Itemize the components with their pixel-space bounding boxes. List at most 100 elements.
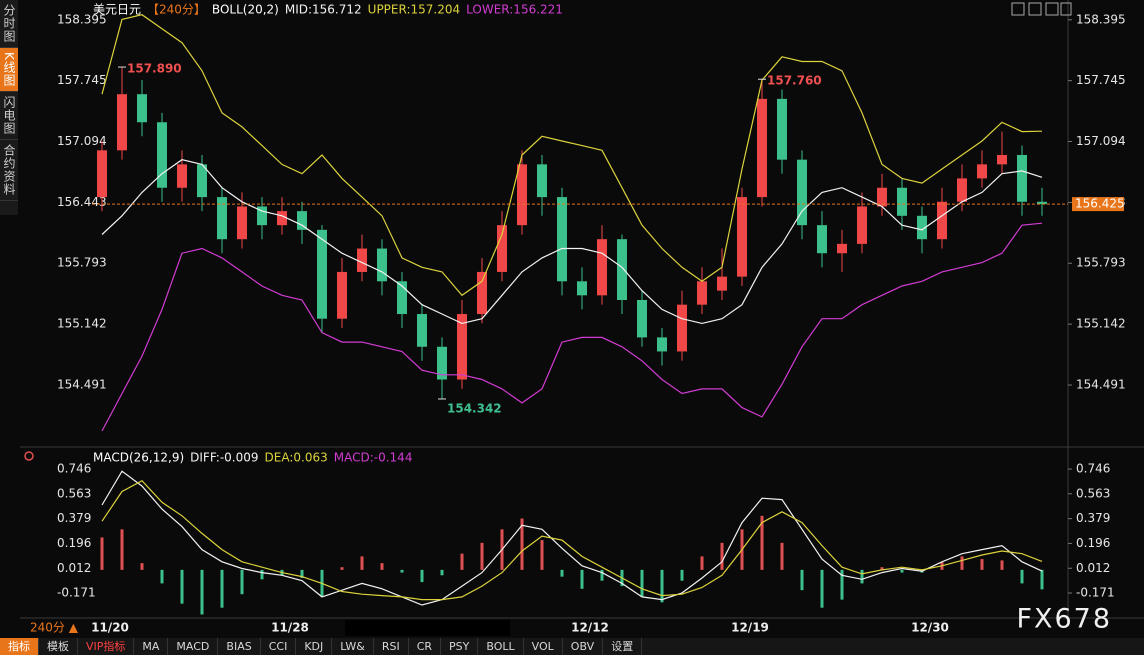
candle-body bbox=[317, 230, 327, 319]
histogram-bar bbox=[481, 543, 484, 570]
toolbar-item[interactable]: CR bbox=[409, 638, 441, 655]
toolbar-item[interactable]: VOL bbox=[524, 638, 563, 655]
histogram-bar bbox=[581, 570, 584, 589]
candle-body bbox=[417, 314, 427, 347]
y-tick-label: 155.142 bbox=[57, 317, 107, 331]
y-tick-label: 0.196 bbox=[57, 536, 91, 550]
x-tick-label: 11/28 bbox=[271, 621, 309, 635]
candle-body bbox=[477, 272, 487, 314]
sidebar-tab[interactable]: 闪电图 bbox=[0, 92, 18, 140]
x-tick-label: 11/20 bbox=[91, 621, 129, 635]
candle-body bbox=[817, 225, 827, 253]
toolbar-item[interactable]: MA bbox=[134, 638, 168, 655]
histogram-bar bbox=[401, 570, 404, 573]
sidebar-tab[interactable]: 合约资料 bbox=[0, 140, 18, 201]
toolbar-item[interactable]: CCI bbox=[261, 638, 297, 655]
series-line bbox=[102, 160, 1042, 324]
y-tick-label: 158.395 bbox=[1076, 12, 1126, 26]
y-tick-label: 0.746 bbox=[57, 462, 91, 476]
y-tick-label: 155.142 bbox=[1076, 317, 1126, 331]
histogram-bar bbox=[861, 570, 864, 584]
timeframe-selector[interactable]: 240分 ▲ bbox=[30, 621, 79, 635]
toolbar-item[interactable]: RSI bbox=[374, 638, 409, 655]
candle-body bbox=[557, 197, 567, 281]
y-tick-label: 0.012 bbox=[57, 561, 91, 575]
histogram-bar bbox=[341, 567, 344, 570]
toolbar-item[interactable]: PSY bbox=[441, 638, 478, 655]
candle-body bbox=[837, 244, 847, 253]
candle-body bbox=[177, 164, 187, 187]
toolbar-item[interactable]: 设置 bbox=[603, 638, 642, 655]
toolbar-item[interactable]: VIP指标 bbox=[78, 638, 134, 655]
y-tick-label: 157.745 bbox=[57, 73, 107, 87]
y-tick-label: -0.171 bbox=[1076, 585, 1115, 599]
candle-body bbox=[97, 150, 107, 197]
candle-body bbox=[737, 197, 747, 277]
histogram-bar bbox=[661, 570, 664, 602]
candle-body bbox=[637, 300, 647, 337]
sidebar-tab[interactable]: K线图 bbox=[0, 48, 18, 92]
sidebar-tab[interactable]: 分时图 bbox=[0, 0, 18, 48]
x-tick-label: 12/12 bbox=[571, 621, 609, 635]
candle-body bbox=[1017, 155, 1027, 202]
legend-text: MID:156.712 bbox=[285, 3, 362, 17]
candle-body bbox=[597, 239, 607, 295]
histogram-bar bbox=[441, 570, 444, 575]
candle-body bbox=[337, 272, 347, 319]
candle-body bbox=[217, 197, 227, 239]
histogram-bar bbox=[201, 570, 204, 615]
candle-body bbox=[117, 94, 127, 150]
candle-body bbox=[357, 249, 367, 272]
candle-body bbox=[717, 277, 727, 291]
y-tick-label: 0.196 bbox=[1076, 536, 1110, 550]
window-controls[interactable] bbox=[1012, 3, 1071, 15]
candle-body bbox=[537, 164, 547, 197]
histogram-bar bbox=[121, 529, 124, 570]
candle-body bbox=[977, 164, 987, 178]
histogram-bar bbox=[961, 556, 964, 570]
candle-body bbox=[677, 305, 687, 352]
histogram-bar bbox=[241, 570, 244, 594]
legend-text: MACD:-0.144 bbox=[334, 451, 413, 465]
series-line bbox=[102, 15, 1042, 296]
y-tick-label: 0.563 bbox=[1076, 486, 1110, 500]
y-tick-label: 157.745 bbox=[1076, 73, 1126, 87]
candle-body bbox=[777, 99, 787, 160]
annotation-label: 157.760 bbox=[767, 74, 822, 88]
toolbar-item[interactable]: BIAS bbox=[218, 638, 260, 655]
candle-body bbox=[797, 160, 807, 225]
y-tick-label: 0.746 bbox=[1076, 462, 1110, 476]
y-tick-label: 0.379 bbox=[57, 511, 91, 525]
toolbar-item[interactable]: KDJ bbox=[296, 638, 332, 655]
toolbar-item[interactable]: LW& bbox=[332, 638, 374, 655]
toolbar-item[interactable]: MACD bbox=[168, 638, 218, 655]
candle-body bbox=[657, 337, 667, 351]
histogram-bar bbox=[221, 570, 224, 608]
y-tick-label: -0.171 bbox=[57, 585, 96, 599]
candle-body bbox=[857, 206, 867, 243]
candle-body bbox=[897, 188, 907, 216]
toolbar-item[interactable]: OBV bbox=[563, 638, 603, 655]
candle-body bbox=[137, 94, 147, 122]
histogram-bar bbox=[1021, 570, 1024, 584]
histogram-bar bbox=[561, 570, 564, 577]
x-tick-label: 12/19 bbox=[731, 621, 769, 635]
histogram-bar bbox=[381, 563, 384, 570]
series-line bbox=[102, 223, 1042, 431]
candle-body bbox=[617, 239, 627, 300]
toolbar-item[interactable]: 模板 bbox=[39, 638, 78, 655]
histogram-bar bbox=[421, 570, 424, 582]
y-tick-label: 0.563 bbox=[57, 486, 91, 500]
last-price-label: 156.425 bbox=[1075, 197, 1125, 211]
annotation-label: 157.890 bbox=[127, 62, 182, 76]
y-tick-label: 154.491 bbox=[1076, 378, 1126, 392]
histogram-bar bbox=[101, 537, 104, 569]
annotation-label: 154.342 bbox=[447, 401, 502, 415]
toolbar-item[interactable]: BOLL bbox=[478, 638, 523, 655]
y-tick-label: 155.793 bbox=[57, 256, 107, 270]
y-tick-label: 154.491 bbox=[57, 378, 107, 392]
settings-icon[interactable] bbox=[25, 452, 33, 460]
toolbar-item[interactable]: 指标 bbox=[0, 638, 39, 655]
legend-text: DEA:0.063 bbox=[265, 451, 328, 465]
